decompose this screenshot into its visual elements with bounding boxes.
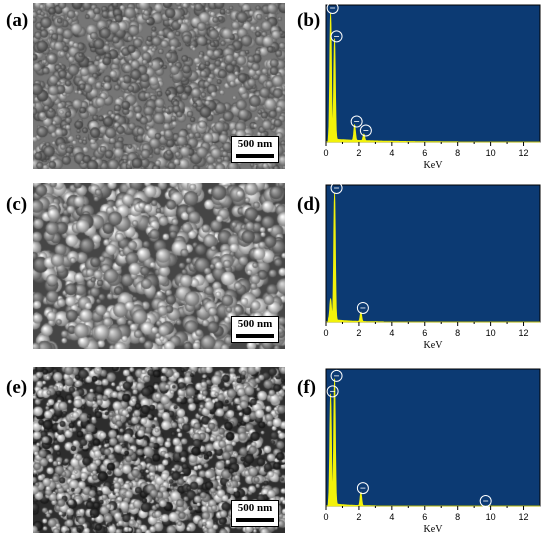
x-tick-label-2: 2: [356, 148, 361, 158]
eds-chart-d: 0 2 4 6 8 10 12 KeV: [323, 183, 541, 350]
panel-label-e: (e): [6, 377, 28, 398]
x-tick-label-4: 4: [389, 148, 394, 158]
scale-bar-line-e: [236, 518, 274, 522]
scale-bar-a: 500 nm: [231, 136, 279, 163]
x-tick-label-4: 4: [389, 512, 394, 522]
sem-image-e: 500 nm: [33, 367, 285, 533]
eds-spectrum-f: 0 2 4 6 8 10 12 KeV: [322, 367, 546, 534]
panel-label-f: (f): [297, 377, 316, 398]
x-tick-label-2: 2: [356, 512, 361, 522]
x-tick-label-10: 10: [486, 148, 496, 158]
x-tick-label-10: 10: [486, 328, 496, 338]
scale-bar-line-a: [236, 154, 274, 158]
peak-marker-3: [479, 495, 492, 507]
scale-bar-label-c: 500 nm: [237, 318, 273, 330]
x-tick-label-8: 8: [455, 328, 460, 338]
x-tick-label-12: 12: [519, 148, 529, 158]
x-tick-label-10: 10: [486, 512, 496, 522]
panel-label-d: (d): [297, 194, 321, 215]
x-tick-label-6: 6: [422, 512, 427, 522]
scale-bar-e: 500 nm: [231, 500, 279, 527]
x-axis-label: KeV: [424, 524, 444, 534]
scale-bar-label-e: 500 nm: [237, 502, 273, 514]
spectrum-area: [326, 12, 540, 143]
eds-chart-f: 0 2 4 6 8 10 12 KeV: [323, 368, 541, 534]
x-tick-label-12: 12: [519, 512, 529, 522]
peak-marker-1: [330, 369, 343, 382]
x-axis-label: KeV: [424, 340, 444, 350]
scale-bar-label-a: 500 nm: [237, 138, 273, 150]
peak-marker-3: [359, 124, 372, 137]
spectrum-area: [326, 192, 540, 323]
x-tick-label-2: 2: [356, 328, 361, 338]
scale-bar-c: 500 nm: [231, 316, 279, 343]
plot-area: [325, 184, 541, 323]
peak-marker-2: [356, 301, 369, 314]
x-tick-label-6: 6: [422, 148, 427, 158]
sem-image-c: 500 nm: [33, 183, 285, 349]
peak-marker-0: [326, 3, 339, 14]
x-tick-label-8: 8: [455, 148, 460, 158]
x-tick-label-0: 0: [323, 512, 328, 522]
peak-marker-1: [330, 183, 343, 194]
spectrum-area: [326, 378, 540, 507]
peak-marker-2: [356, 482, 369, 495]
x-tick-label-8: 8: [455, 512, 460, 522]
eds-chart-b: 0 2 4 6 8 10 12 KeV: [323, 3, 541, 170]
eds-spectrum-d: 0 2 4 6 8 10 12 KeV: [322, 183, 546, 350]
peak-marker-2: [350, 115, 363, 128]
x-tick-label-6: 6: [422, 328, 427, 338]
x-tick-label-12: 12: [519, 328, 529, 338]
x-tick-label-4: 4: [389, 328, 394, 338]
scale-bar-line-c: [236, 334, 274, 338]
panel-label-a: (a): [6, 10, 29, 31]
x-tick-label-0: 0: [323, 328, 328, 338]
panel-label-b: (b): [297, 10, 321, 31]
x-tick-label-0: 0: [323, 148, 328, 158]
x-axis-label: KeV: [424, 160, 444, 170]
peak-marker-0: [326, 385, 339, 398]
sem-image-a: 500 nm: [33, 3, 285, 169]
peak-marker-1: [330, 30, 343, 43]
panel-label-c: (c): [6, 194, 28, 215]
eds-spectrum-b: 0 2 4 6 8 10 12 KeV: [322, 3, 546, 170]
